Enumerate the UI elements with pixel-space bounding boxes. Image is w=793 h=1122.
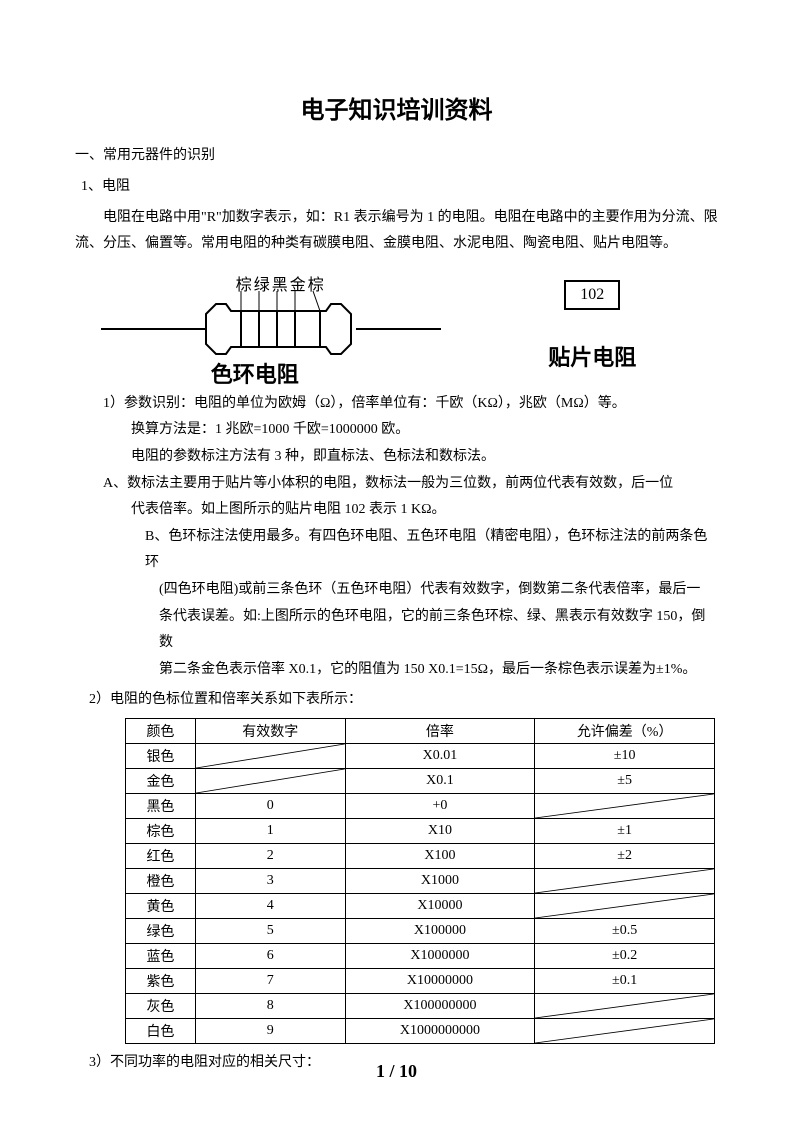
cell-color: 黄色 <box>126 893 196 918</box>
table-row: 灰色8X100000000 <box>126 993 715 1018</box>
cell-digit: 2 <box>195 843 345 868</box>
th-digit: 有效数字 <box>195 718 345 743</box>
cell-color: 红色 <box>126 843 196 868</box>
smd-box: 102 <box>564 280 620 310</box>
diagram-row: 棕绿黑金棕 色环电阻 102 贴片电阻 <box>75 271 718 381</box>
cell-color: 灰色 <box>126 993 196 1018</box>
cell-digit <box>195 743 345 768</box>
right-diagram-caption: 贴片电阻 <box>548 340 636 372</box>
cell-digit <box>195 768 345 793</box>
cell-digit: 5 <box>195 918 345 943</box>
cell-color: 棕色 <box>126 818 196 843</box>
cell-color: 绿色 <box>126 918 196 943</box>
param-line: 电阻的参数标注方法有 3 种，即直标法、色标法和数标法。 <box>131 444 718 471</box>
param-line: 换算方法是：1 兆欧=1000 千欧=1000000 欧。 <box>131 417 718 444</box>
item-b-line: 条代表误差。如:上图所示的色环电阻，它的前三条色环棕、绿、黑表示有效数字 150… <box>159 604 718 657</box>
cell-mult: X1000 <box>345 868 535 893</box>
cell-tol: ±0.1 <box>535 968 715 993</box>
color-ring-resistor-diagram: 棕绿黑金棕 色环电阻 <box>101 271 441 381</box>
table-row: 白色9X1000000000 <box>126 1018 715 1043</box>
page-title: 电子知识培训资料 <box>75 90 718 125</box>
table-heading: 2）电阻的色标位置和倍率关系如下表所示： <box>89 687 718 714</box>
cell-mult: X1000000000 <box>345 1018 535 1043</box>
table-row: 蓝色6X1000000±0.2 <box>126 943 715 968</box>
cell-tol: ±1 <box>535 818 715 843</box>
cell-tol: ±5 <box>535 768 715 793</box>
table-row: 黄色4X10000 <box>126 893 715 918</box>
cell-mult: X10000 <box>345 893 535 918</box>
cell-mult: X100 <box>345 843 535 868</box>
cell-digit: 7 <box>195 968 345 993</box>
table-row: 黑色0+0 <box>126 793 715 818</box>
cell-digit: 9 <box>195 1018 345 1043</box>
table-row: 棕色1X10±1 <box>126 818 715 843</box>
cell-digit: 3 <box>195 868 345 893</box>
table-row: 银色 X0.01±10 <box>126 743 715 768</box>
th-color: 颜色 <box>126 718 196 743</box>
paragraph: 电阻在电路中用"R"加数字表示，如：R1 表示编号为 1 的电阻。电阻在电路中的… <box>75 205 718 255</box>
param-line: 1）参数识别：电阻的单位为欧姆（Ω），倍率单位有：千欧（KΩ），兆欧（MΩ）等。 <box>103 391 718 418</box>
cell-mult: X0.1 <box>345 768 535 793</box>
cell-digit: 8 <box>195 993 345 1018</box>
table-row: 红色2X100±2 <box>126 843 715 868</box>
cell-digit: 6 <box>195 943 345 968</box>
th-mult: 倍率 <box>345 718 535 743</box>
item-b-line: 第二条金色表示倍率 X0.1，它的阻值为 150 X0.1=15Ω，最后一条棕色… <box>159 657 718 684</box>
cell-mult: X0.01 <box>345 743 535 768</box>
left-diagram-caption: 色环电阻 <box>211 357 299 389</box>
table-row: 橙色3X1000 <box>126 868 715 893</box>
cell-mult: X10 <box>345 818 535 843</box>
cell-digit: 4 <box>195 893 345 918</box>
cell-tol <box>535 868 715 893</box>
sub-heading: 1、电阻 <box>81 174 718 199</box>
cell-digit: 0 <box>195 793 345 818</box>
cell-tol <box>535 893 715 918</box>
cell-tol <box>535 993 715 1018</box>
cell-color: 白色 <box>126 1018 196 1043</box>
cell-mult: X1000000 <box>345 943 535 968</box>
item-a-line: 代表倍率。如上图所示的贴片电阻 102 表示 1 KΩ。 <box>131 497 718 524</box>
cell-tol: ±0.5 <box>535 918 715 943</box>
cell-mult: X100000 <box>345 918 535 943</box>
cell-tol: ±2 <box>535 843 715 868</box>
cell-tol: ±0.2 <box>535 943 715 968</box>
item-b-line: B、色环标注法使用最多。有四色环电阻、五色环电阻（精密电阻），色环标注法的前两条… <box>145 524 718 577</box>
cell-tol <box>535 1018 715 1043</box>
cell-mult: X10000000 <box>345 968 535 993</box>
cell-color: 银色 <box>126 743 196 768</box>
cell-color: 紫色 <box>126 968 196 993</box>
cell-color: 蓝色 <box>126 943 196 968</box>
table-row: 紫色7X10000000±0.1 <box>126 968 715 993</box>
cell-mult: +0 <box>345 793 535 818</box>
cell-color: 黑色 <box>126 793 196 818</box>
cell-tol <box>535 793 715 818</box>
section-heading: 一、常用元器件的识别 <box>75 143 718 168</box>
table-row: 绿色5X100000±0.5 <box>126 918 715 943</box>
cell-digit: 1 <box>195 818 345 843</box>
th-tol: 允许偏差（%） <box>535 718 715 743</box>
table-header-row: 颜色 有效数字 倍率 允许偏差（%） <box>126 718 715 743</box>
color-code-table: 颜色 有效数字 倍率 允许偏差（%） 银色X0.01±10金色X0.1±5黑色0… <box>125 718 715 1044</box>
cell-color: 金色 <box>126 768 196 793</box>
cell-tol: ±10 <box>535 743 715 768</box>
item-a-line: A、数标法主要用于贴片等小体积的电阻，数标法一般为三位数，前两位代表有效数，后一… <box>103 471 718 498</box>
cell-mult: X100000000 <box>345 993 535 1018</box>
item-b-line: (四色环电阻)或前三条色环（五色环电阻）代表有效数字，倒数第二条代表倍率，最后一 <box>159 577 718 604</box>
smd-resistor-diagram: 102 贴片电阻 <box>492 271 692 381</box>
cell-color: 橙色 <box>126 868 196 893</box>
page-footer: 1 / 10 <box>0 1061 793 1082</box>
table-row: 金色 X0.1±5 <box>126 768 715 793</box>
